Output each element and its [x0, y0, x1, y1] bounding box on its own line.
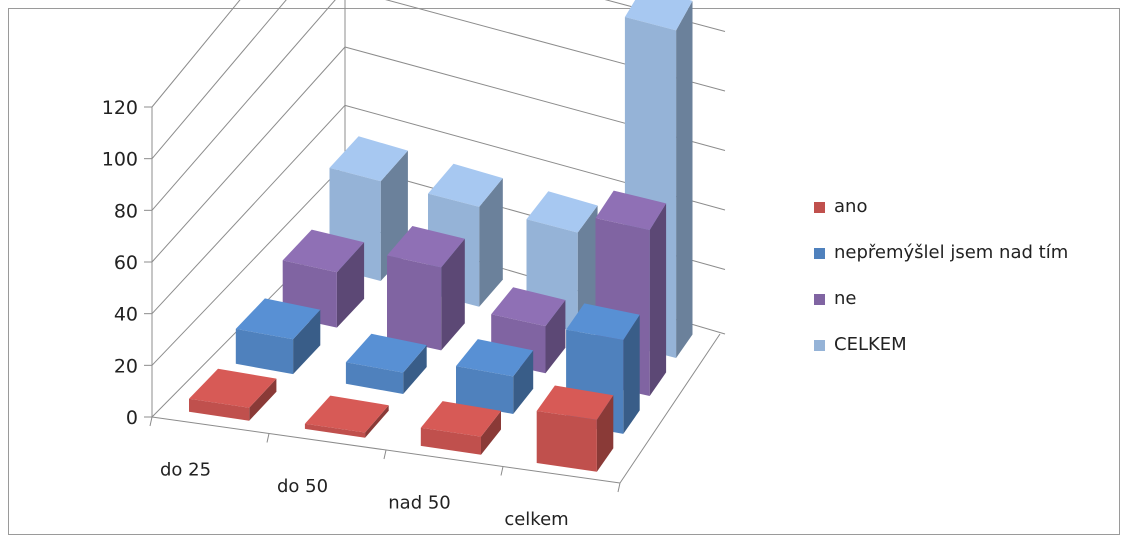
bar-side [336, 242, 365, 328]
x-tick-mark [266, 433, 270, 443]
bar-side [596, 395, 614, 472]
y-tick-label: 80 [114, 200, 138, 222]
bar-side [365, 405, 389, 438]
bar [387, 226, 465, 351]
legend-item: ano [814, 196, 1114, 219]
y-axis-ticks: 0 20 40 60 80 100 120 [102, 97, 152, 429]
bar-side [249, 378, 277, 421]
x-category-label: do 25 [160, 459, 211, 480]
bar-top [420, 401, 501, 437]
bar-top [595, 190, 667, 230]
legend-item: nepřemýšlel jsem nad tím [814, 242, 1114, 265]
bar-top [491, 287, 566, 327]
bar-side [623, 314, 640, 434]
side-gridline [151, 46, 346, 263]
y-tick-label: 20 [114, 355, 138, 377]
bar-side [577, 205, 598, 333]
bar-front [420, 427, 481, 455]
legend-label: ne [834, 288, 857, 309]
bar-front [235, 328, 294, 375]
legend: ano nepřemýšlel jsem nad tím ne CELKEM [814, 196, 1114, 380]
legend-item: ne [814, 288, 1114, 311]
bar-top [282, 229, 365, 273]
bar-side [676, 0, 693, 359]
x-tick-mark [149, 416, 153, 427]
chart-frame [8, 8, 1120, 535]
bar-top [345, 333, 427, 373]
side-gridline [151, 0, 241, 108]
bar-side [513, 350, 534, 414]
legend-swatch [814, 340, 825, 351]
x-category-label: do 50 [277, 476, 328, 497]
bar-top [304, 395, 389, 433]
bar [420, 401, 501, 455]
legend-item: CELKEM [814, 334, 1114, 357]
bar-top [526, 191, 598, 233]
chart-bars [189, 0, 693, 472]
bar-side [481, 410, 501, 455]
legend-label: CELKEM [834, 334, 907, 355]
bar-side [293, 309, 321, 375]
side-gridline [151, 163, 346, 366]
side-gridline [151, 0, 336, 211]
bar-top [456, 339, 534, 377]
bar-top [235, 298, 321, 340]
bar-front [456, 366, 514, 414]
bar-top [189, 368, 277, 408]
bar [536, 385, 614, 472]
x-category-label: celkem [504, 509, 568, 530]
bar-top [566, 303, 640, 340]
side-gridline [151, 0, 287, 159]
legend-swatch [814, 294, 825, 305]
x-tick-mark [500, 466, 504, 476]
y-tick-label: 0 [126, 407, 138, 429]
y-tick-label: 40 [114, 304, 138, 326]
x-category-label: nad 50 [388, 492, 451, 513]
bar-side [545, 300, 566, 374]
bar-front [387, 255, 442, 351]
bar-top [387, 226, 465, 268]
bar [456, 339, 534, 414]
legend-label: nepřemýšlel jsem nad tím [834, 242, 1069, 263]
legend-label: ano [834, 196, 868, 217]
bar [345, 333, 427, 394]
bar [189, 368, 277, 421]
y-tick-label: 120 [102, 97, 138, 119]
bar [235, 298, 321, 375]
bar-front [304, 423, 366, 438]
bar-top [428, 163, 503, 207]
side-gridline [151, 104, 346, 315]
floor-right-edge [619, 333, 721, 484]
bar-front [189, 398, 250, 421]
bar-top [536, 385, 614, 420]
y-tick-label: 100 [102, 149, 138, 171]
bar-top [624, 0, 693, 31]
legend-swatch [814, 202, 825, 213]
legend-swatch [814, 248, 825, 259]
bar-side [649, 203, 667, 396]
y-tick-label: 60 [114, 252, 138, 274]
x-axis-categories: do 25 do 50 nad 50 celkem [149, 416, 621, 530]
bar-top [329, 136, 408, 182]
x-tick-mark [383, 449, 387, 460]
bar [304, 395, 389, 438]
bar-side [403, 345, 427, 394]
bar-front [345, 362, 404, 394]
bar-side [441, 238, 465, 351]
bar-front [536, 411, 597, 472]
bar-side [479, 178, 503, 307]
x-tick-mark [617, 482, 621, 493]
